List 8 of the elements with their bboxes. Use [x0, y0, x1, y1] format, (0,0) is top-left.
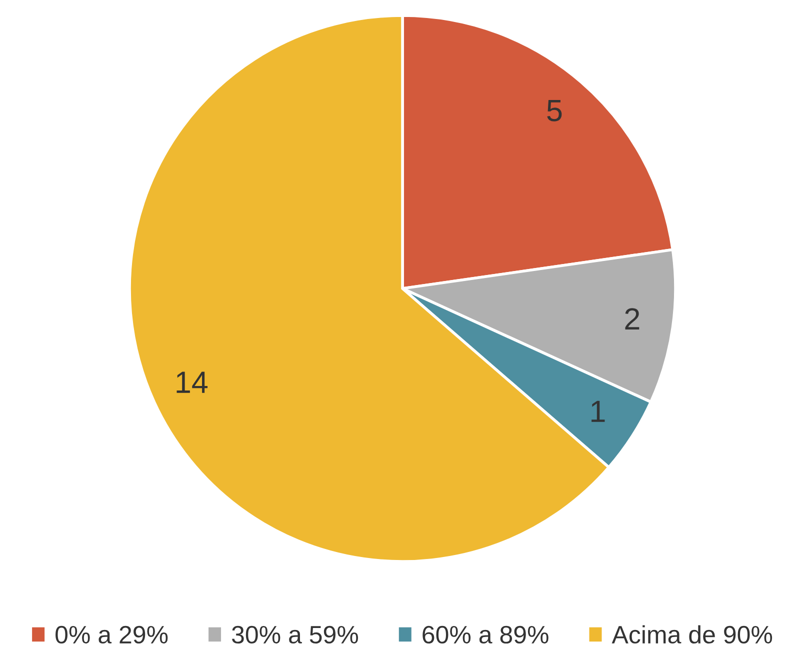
data-label: 5 [547, 100, 562, 122]
data-label: 2 [625, 308, 640, 330]
legend-label: 30% a 59% [232, 626, 358, 644]
data-label: 1 [592, 400, 605, 422]
legend-label: Acima de 90% [612, 625, 772, 644]
legend-label: 60% a 89% [422, 626, 548, 644]
legend-label: 0% a 29% [56, 626, 168, 644]
data-label: 14 [176, 372, 208, 393]
